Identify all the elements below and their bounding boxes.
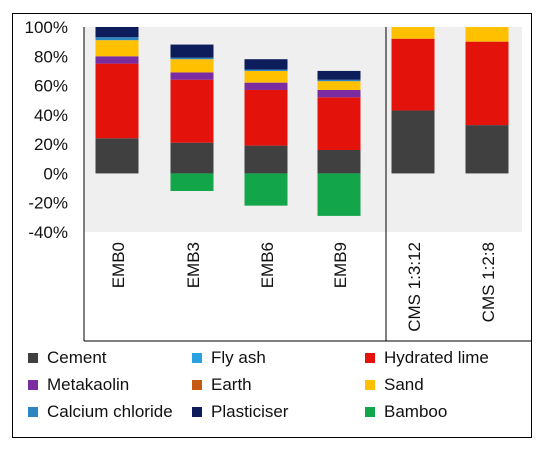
legend-item-sand: Sand (365, 374, 424, 396)
legend-label: Earth (211, 375, 252, 394)
bar-segment-sand (170, 59, 214, 73)
category-label-emb6: EMB6 (258, 242, 277, 288)
bar-segment-sand (244, 70, 288, 83)
y-tick-label: 0% (43, 164, 68, 183)
legend-item-fly-ash: Fly ash (192, 347, 266, 369)
bar-segment-sand (391, 27, 435, 39)
legend-item-hydrated-lime: Hydrated lime (365, 347, 489, 369)
bar-segment-cement (465, 125, 509, 174)
category-label-emb3: EMB3 (184, 242, 203, 288)
legend-item-bamboo: Bamboo (365, 401, 447, 423)
y-tick-label: 100% (25, 18, 68, 37)
category-label-cms-1-2-8: CMS 1:2:8 (479, 242, 498, 322)
legend-label: Sand (384, 375, 424, 394)
legend-swatch (192, 407, 202, 417)
legend-label: Metakaolin (47, 375, 130, 394)
legend-item-cement: Cement (28, 347, 107, 369)
legend-swatch (28, 353, 38, 363)
legend-label: Cement (47, 348, 107, 367)
y-tick-label: 80% (34, 47, 68, 66)
legend-item-earth: Earth (192, 374, 252, 396)
plot-area (84, 27, 522, 232)
bar-segment-bamboo (244, 173, 288, 206)
bar-segment-calcium-chloride (244, 69, 288, 71)
y-tick-label: 40% (34, 106, 68, 125)
legend-swatch (28, 380, 38, 390)
legend-label: Calcium chloride (47, 402, 173, 421)
bar-segment-hydrated-lime (317, 97, 361, 150)
bar-segment-cement (317, 150, 361, 174)
bar-segment-plasticiser (95, 27, 139, 38)
bar-segment-metakaolin (95, 56, 139, 64)
bar-segment-cement (95, 138, 139, 174)
category-label-emb0: EMB0 (109, 242, 128, 288)
legend-swatch (365, 353, 375, 363)
bar-segment-sand (465, 27, 509, 42)
bar-segment-metakaolin (244, 82, 288, 90)
y-tick-label: 20% (34, 135, 68, 154)
bar-segment-plasticiser (317, 70, 361, 80)
bar-segment-cement (170, 142, 214, 174)
bar-segment-bamboo (170, 173, 214, 191)
bar-segment-bamboo (317, 173, 361, 216)
bar-segment-hydrated-lime (95, 63, 139, 139)
bar-segment-plasticiser (244, 59, 288, 70)
bar-segment-sand (317, 81, 361, 90)
legend-label: Hydrated lime (384, 348, 489, 367)
bar-segment-hydrated-lime (465, 41, 509, 126)
legend-item-metakaolin: Metakaolin (28, 374, 129, 396)
bar-segment-metakaolin (317, 89, 361, 98)
bar-segment-calcium-chloride (317, 79, 361, 82)
bar-segment-metakaolin (170, 72, 214, 80)
legend-swatch (365, 407, 375, 417)
legend-item-plasticiser: Plasticiser (192, 401, 288, 423)
bar-segment-hydrated-lime (391, 38, 435, 111)
legend-item-calcium-chloride: Calcium chloride (28, 401, 173, 423)
legend-label: Fly ash (211, 348, 266, 367)
y-tick-label: -40% (28, 223, 68, 242)
bar-segment-calcium-chloride (95, 37, 139, 41)
y-tick-label: -20% (28, 194, 68, 213)
bar-segment-calcium-chloride (170, 57, 214, 60)
bar-segment-hydrated-lime (170, 79, 214, 143)
legend-swatch (365, 380, 375, 390)
legend-swatch (192, 353, 202, 363)
legend-swatch (192, 380, 202, 390)
legend-label: Bamboo (384, 402, 448, 421)
bar-segment-hydrated-lime (244, 89, 288, 146)
legend-swatch (28, 407, 38, 417)
legend-label: Plasticiser (211, 402, 289, 421)
y-tick-label: 60% (34, 77, 68, 96)
bar-segment-plasticiser (170, 44, 214, 58)
bar-segment-sand (95, 40, 139, 57)
category-label-emb9: EMB9 (331, 242, 350, 288)
category-label-cms-1-3-12: CMS 1:3:12 (405, 242, 424, 332)
bar-segment-cement (391, 110, 435, 174)
bar-segment-cement (244, 145, 288, 174)
